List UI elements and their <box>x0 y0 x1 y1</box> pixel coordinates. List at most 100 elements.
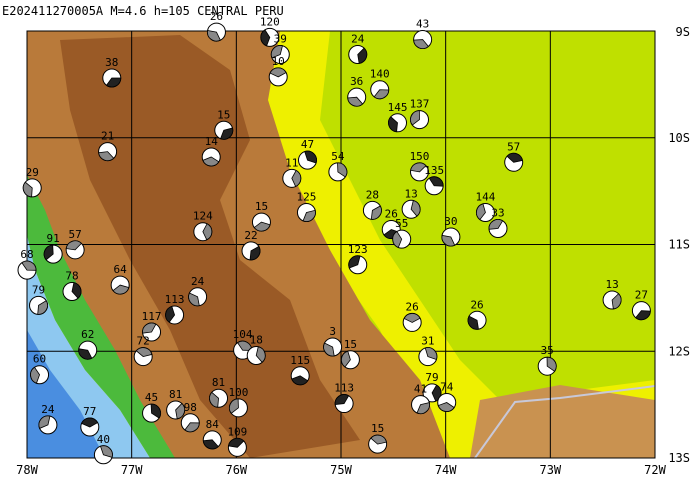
beachball-quadrant <box>611 293 622 310</box>
depth-label: 47 <box>301 138 314 151</box>
beachball-quadrant <box>506 152 523 163</box>
focal-mechanism: 81 <box>166 388 186 420</box>
focal-mechanism: 41 <box>411 383 431 415</box>
focal-mechanism: 79 <box>422 371 442 403</box>
depth-label: 13 <box>405 187 418 200</box>
depth-label: 21 <box>101 130 114 143</box>
beachball-quadrant <box>175 402 186 420</box>
depth-label: 35 <box>541 344 554 357</box>
focal-mechanism: 3 <box>323 325 343 357</box>
depth-label: 18 <box>250 334 263 347</box>
depth-label: 31 <box>421 335 434 348</box>
focal-mechanism: 26 <box>467 298 487 330</box>
focal-mechanism: 55 <box>392 217 412 249</box>
focal-mechanism: 109 <box>227 425 247 457</box>
focal-mechanism: 28 <box>362 188 382 220</box>
depth-label: 98 <box>184 401 197 414</box>
depth-label: 26 <box>470 298 483 311</box>
focal-mechanism: 36 <box>347 75 367 107</box>
beachball-quadrant <box>71 282 82 299</box>
depth-label: 24 <box>191 275 205 288</box>
depth-label: 22 <box>244 229 257 242</box>
x-tick-label: 77W <box>121 463 143 477</box>
depth-label: 57 <box>69 228 82 241</box>
x-tick-label: 78W <box>16 463 38 477</box>
depth-label: 64 <box>114 263 128 276</box>
focal-mechanism: 15 <box>251 200 271 232</box>
beachball-quadrant <box>546 356 557 372</box>
depth-label: 36 <box>350 75 363 88</box>
beachball-quadrant <box>302 209 316 222</box>
depth-label: 68 <box>20 248 33 261</box>
depth-label: 15 <box>217 108 230 121</box>
depth-label: 45 <box>145 391 158 404</box>
depth-label: 104 <box>233 328 253 341</box>
depth-label: 113 <box>334 382 354 395</box>
depth-label: 135 <box>424 164 444 177</box>
focal-mechanism: 24 <box>38 403 58 435</box>
depth-label: 117 <box>142 310 162 323</box>
focal-mechanism: 98 <box>180 401 200 433</box>
depth-label: 28 <box>366 188 379 201</box>
beachball-quadrant <box>437 402 455 412</box>
beachball-quadrant <box>184 422 200 433</box>
focal-mechanism: 15 <box>368 422 388 454</box>
beachball-quadrant <box>392 230 403 249</box>
focal-mechanism: 13 <box>602 278 622 310</box>
beachball-quadrant <box>291 169 302 188</box>
map-title: E202411270005A M=4.6 h=105 CENTRAL PERU <box>2 4 284 18</box>
depth-label: 24 <box>41 403 55 416</box>
focal-mechanism: 14 <box>201 135 221 167</box>
focal-mechanism: 15 <box>214 108 234 140</box>
depth-label: 77 <box>83 405 96 418</box>
focal-mechanism: 77 <box>80 405 100 437</box>
focal-mechanism: 145 <box>388 101 407 133</box>
focal-mechanism: 91 <box>43 232 63 264</box>
depth-label: 26 <box>385 208 398 221</box>
beachball-quadrant <box>373 89 390 100</box>
depth-label: 40 <box>97 433 110 446</box>
beachball-quadrant <box>341 350 351 368</box>
beachball-quadrant <box>21 260 37 271</box>
beachball-quadrant <box>30 366 41 384</box>
focal-mechanism: 24 <box>348 32 368 64</box>
focal-mechanism: 10 <box>268 55 288 87</box>
beachball-quadrant <box>99 445 113 458</box>
focal-mechanism: 115 <box>290 354 310 386</box>
focal-mechanism: 40 <box>93 433 113 465</box>
beachball-quadrant <box>220 127 234 140</box>
depth-label: 26 <box>406 300 419 313</box>
beachball-quadrant <box>65 240 82 251</box>
focal-mechanism: 57 <box>65 228 85 260</box>
beachball-quadrant <box>202 223 213 241</box>
depth-label: 60 <box>33 353 46 366</box>
depth-label: 79 <box>425 371 438 384</box>
depth-label: 54 <box>331 150 345 163</box>
beachball-quadrant <box>78 348 93 360</box>
focal-mechanism: 31 <box>418 335 438 367</box>
focal-mechanism: 64 <box>110 263 130 295</box>
x-tick-label: 76W <box>225 463 247 477</box>
beachball-quadrant <box>410 162 427 173</box>
beachball-quadrant <box>348 255 361 269</box>
depth-label: 41 <box>414 383 427 396</box>
depth-label: 74 <box>440 380 454 393</box>
focal-mechanism: 26 <box>206 10 226 42</box>
focal-mechanism: 144 <box>476 190 496 222</box>
focal-mechanism: 120 <box>260 15 280 47</box>
focal-mechanism: 18 <box>246 334 266 366</box>
focal-mechanism: 15 <box>340 338 360 370</box>
beachball-quadrant <box>81 417 99 428</box>
depth-label: 15 <box>255 200 268 213</box>
beachball-quadrant <box>488 219 504 230</box>
beachball-quadrant <box>388 116 398 133</box>
depth-label: 113 <box>165 293 185 306</box>
focal-mechanism: 68 <box>17 248 37 280</box>
focal-mechanism: 62 <box>78 328 98 360</box>
beachball-quadrant <box>112 284 130 295</box>
x-tick-label: 74W <box>435 463 457 477</box>
beachball-quadrant <box>105 77 122 88</box>
beachball-quadrant <box>467 315 479 330</box>
depth-label: 123 <box>348 243 368 256</box>
